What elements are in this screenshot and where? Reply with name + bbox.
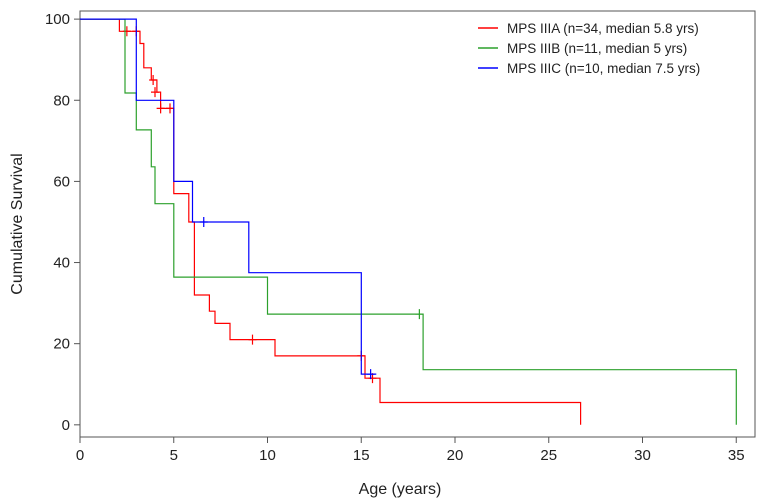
- series-layer: [80, 18, 737, 425]
- survival-step-line: [80, 18, 582, 425]
- y-tick-label: 80: [53, 92, 70, 109]
- y-tick-label: 20: [53, 336, 70, 353]
- legend-label: MPS IIIA (n=34, median 5.8 yrs): [507, 21, 699, 36]
- censor-mark: [366, 369, 375, 380]
- legend-label: MPS IIIB (n=11, median 5 yrs): [507, 41, 687, 56]
- legend-item: MPS IIIC (n=10, median 7.5 yrs): [478, 61, 700, 76]
- y-tick-label: 100: [45, 11, 70, 28]
- censor-mark: [156, 103, 165, 114]
- plot-area: [79, 10, 756, 438]
- legend-item: MPS IIIB (n=11, median 5 yrs): [478, 41, 687, 56]
- x-tick-label: 15: [353, 447, 370, 464]
- ticks-layer: 0 5 10 15 20 25 30 35 0 20 40 60 80 100: [45, 11, 745, 464]
- y-tick-label: 0: [62, 417, 70, 434]
- censor-mark: [151, 87, 159, 98]
- x-axis-title: Age (years): [359, 481, 442, 498]
- y-tick-label: 60: [53, 173, 70, 190]
- x-tick-label: 5: [170, 447, 178, 464]
- y-axis-title: Cumulative Survival: [9, 153, 26, 294]
- censor-mark: [122, 26, 131, 37]
- plot-frame: [79, 10, 756, 438]
- censor-mark: [415, 309, 424, 320]
- x-tick-label: 30: [634, 447, 651, 464]
- legend-label: MPS IIIC (n=10, median 7.5 yrs): [507, 61, 700, 76]
- y-tick-label: 40: [53, 255, 70, 272]
- x-tick-label: 10: [259, 447, 276, 464]
- survival-step-line: [80, 18, 737, 425]
- x-tick-label: 25: [540, 447, 557, 464]
- survival-step-line: [80, 18, 377, 375]
- series-1: [80, 18, 582, 425]
- series-3: [80, 18, 377, 380]
- censor-mark: [166, 103, 174, 114]
- censor-mark: [149, 74, 158, 85]
- censor-mark: [248, 334, 257, 345]
- series-2: [80, 18, 737, 425]
- legend-item: MPS IIIA (n=34, median 5.8 yrs): [478, 21, 699, 36]
- censor-mark: [368, 373, 377, 384]
- x-tick-label: 35: [728, 447, 745, 464]
- legend: MPS IIIA (n=34, median 5.8 yrs) MPS IIIB …: [478, 21, 700, 76]
- censor-mark: [199, 216, 208, 227]
- x-tick-label: 20: [447, 447, 464, 464]
- x-tick-label: 0: [76, 447, 84, 464]
